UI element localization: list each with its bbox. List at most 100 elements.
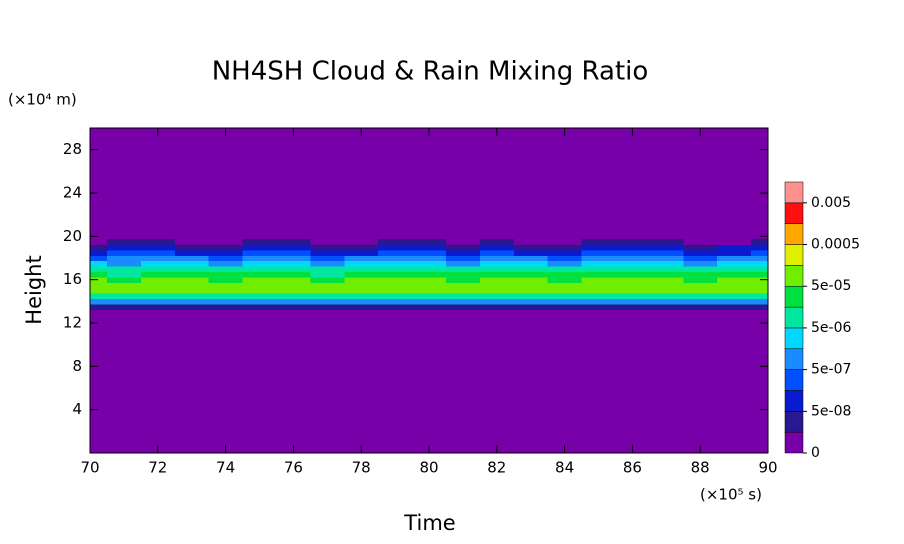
field-cell bbox=[751, 276, 768, 283]
field-cell bbox=[683, 287, 718, 294]
field-cell bbox=[242, 260, 277, 267]
field-cell bbox=[751, 271, 768, 278]
colorbar-swatch bbox=[784, 285, 804, 308]
field-cell bbox=[140, 260, 175, 267]
field-cell bbox=[344, 260, 379, 267]
field-cell bbox=[751, 298, 768, 305]
y-tick-label: 8 bbox=[72, 357, 82, 375]
field-cell bbox=[90, 276, 107, 283]
field-cell bbox=[140, 293, 175, 300]
field-cell bbox=[242, 276, 277, 283]
field-cell bbox=[445, 293, 480, 300]
x-tick-label: 76 bbox=[284, 459, 303, 477]
field-cell bbox=[174, 287, 209, 294]
field-cell bbox=[649, 244, 684, 251]
colorbar-swatch bbox=[784, 202, 804, 224]
field-cell bbox=[547, 287, 582, 294]
field-cell bbox=[310, 239, 345, 245]
colorbar-label: 5e-07 bbox=[811, 362, 851, 378]
colorbar-label: 0.0005 bbox=[811, 237, 860, 253]
field-cell bbox=[310, 287, 345, 294]
field-cell bbox=[649, 260, 684, 267]
field-cell bbox=[242, 304, 277, 310]
field-cell bbox=[547, 249, 582, 256]
field-cell bbox=[276, 266, 311, 273]
field-cell bbox=[378, 276, 413, 283]
field-cell bbox=[751, 266, 768, 273]
field-cell bbox=[751, 260, 768, 267]
field-cell bbox=[581, 282, 616, 289]
field-cell bbox=[310, 293, 345, 300]
field-cell bbox=[717, 239, 752, 245]
field-cell bbox=[276, 276, 311, 283]
field-cell bbox=[547, 244, 582, 251]
field-cell bbox=[683, 282, 718, 289]
field-cell bbox=[174, 276, 209, 283]
field-cell bbox=[683, 260, 718, 267]
field-cell bbox=[615, 271, 650, 278]
field-cell bbox=[717, 244, 752, 251]
field-cell bbox=[310, 276, 345, 283]
colorbar-swatch bbox=[784, 348, 804, 370]
field-cell bbox=[412, 244, 446, 251]
field-cell bbox=[242, 239, 277, 245]
field-cell bbox=[412, 260, 446, 267]
field-cell bbox=[412, 271, 446, 278]
field-cell bbox=[547, 298, 582, 305]
field-cell bbox=[276, 244, 311, 251]
field-cell bbox=[242, 255, 277, 262]
field-cell bbox=[412, 293, 446, 300]
field-cell bbox=[547, 260, 582, 267]
field-cell bbox=[445, 287, 480, 294]
field-cell bbox=[90, 255, 107, 262]
field-cell bbox=[140, 239, 175, 245]
field-cell bbox=[344, 266, 379, 273]
field-cell bbox=[649, 239, 684, 245]
y-unit: (×10⁴ m) bbox=[8, 91, 77, 109]
field-cell bbox=[378, 298, 413, 305]
field-cell bbox=[412, 249, 446, 256]
field-cell bbox=[90, 287, 107, 294]
field-cell bbox=[310, 249, 345, 256]
y-tick-label: 24 bbox=[63, 184, 82, 202]
field-cell bbox=[310, 255, 345, 262]
x-tick-label: 72 bbox=[148, 459, 167, 477]
field-cell bbox=[479, 276, 514, 283]
field-cell bbox=[547, 239, 582, 245]
field-cell bbox=[310, 266, 345, 273]
field-cell bbox=[106, 287, 141, 294]
x-tick-label: 86 bbox=[623, 459, 642, 477]
field-cell bbox=[140, 244, 175, 251]
field-cell bbox=[106, 244, 141, 251]
field-cell bbox=[547, 271, 582, 278]
field-cell bbox=[378, 282, 413, 289]
field-cell bbox=[683, 276, 718, 283]
field-cell bbox=[412, 282, 446, 289]
field-cell bbox=[615, 266, 650, 273]
field-cell bbox=[344, 244, 379, 251]
field-cell bbox=[208, 255, 243, 262]
field-cell bbox=[717, 282, 752, 289]
field-cell bbox=[751, 287, 768, 294]
field-cell bbox=[174, 249, 209, 256]
field-cell bbox=[717, 271, 752, 278]
field-cell bbox=[310, 260, 345, 267]
field-cell bbox=[445, 271, 480, 278]
field-cell bbox=[547, 293, 582, 300]
field-cell bbox=[140, 304, 175, 310]
field bbox=[90, 239, 768, 310]
field-cell bbox=[479, 239, 514, 245]
field-cell bbox=[174, 271, 209, 278]
field-cell bbox=[208, 287, 243, 294]
field-cell bbox=[242, 298, 277, 305]
field-cell bbox=[479, 298, 514, 305]
colorbar-swatch bbox=[784, 181, 804, 204]
field-cell bbox=[378, 260, 413, 267]
field-cell bbox=[242, 287, 277, 294]
y-tick-label: 4 bbox=[72, 400, 82, 418]
field-cell bbox=[276, 287, 311, 294]
y-tick-label: 20 bbox=[63, 227, 82, 245]
field-cell bbox=[242, 244, 277, 251]
field-cell bbox=[479, 244, 514, 251]
